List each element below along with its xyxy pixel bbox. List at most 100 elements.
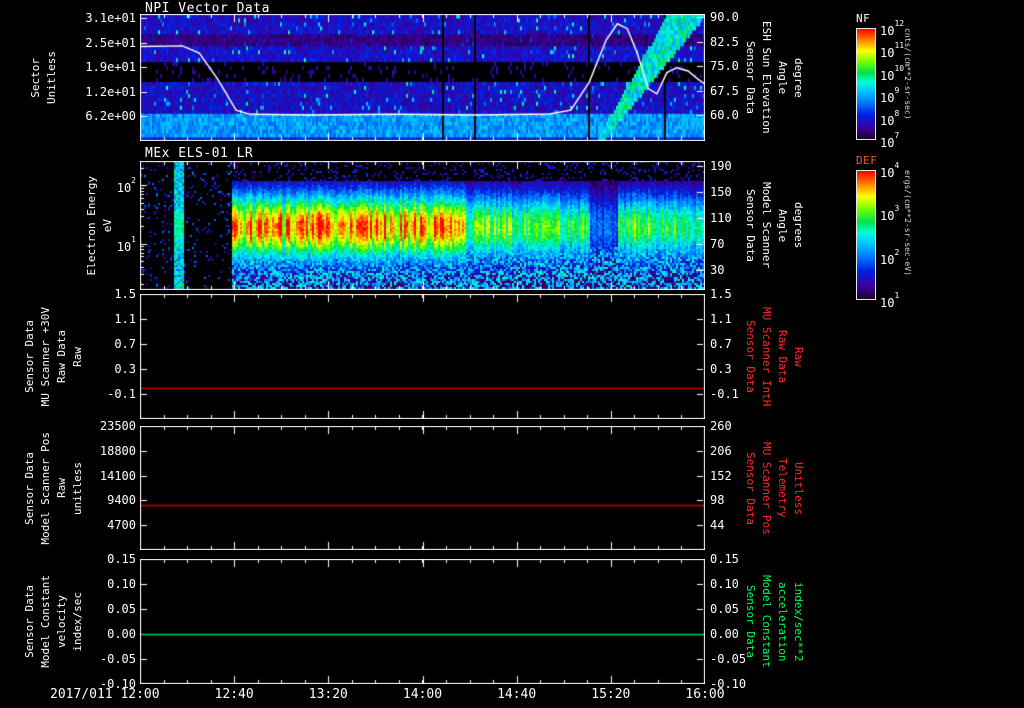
els-spectrogram-canvas[interactable]: [140, 161, 705, 290]
right-label-line: Sensor Data: [744, 451, 757, 525]
tick-label: 9400: [107, 493, 136, 508]
right-label-model-scanner-angle: Sensor Data Model Scanner Angle degrees: [742, 161, 806, 290]
x-axis-start-label: 2017/011 12:00: [50, 687, 160, 702]
tick-label: 0.3: [710, 362, 732, 376]
x-tick-label: 13:20: [308, 687, 348, 702]
right-label-line: Sensor Data: [744, 585, 757, 658]
right-label-line: MU Scanner IntH: [760, 306, 773, 407]
tick-label: 109: [880, 86, 900, 106]
right-label-line: Sensor Data: [744, 320, 757, 393]
colorbar-def-units: ergs/(cm**2-sr-sec-eV): [903, 170, 912, 276]
panel-title-els: MEx ELS-01 LR: [145, 146, 254, 161]
colorbar-nf-units: cnts/(cm**2-sr-sec): [903, 28, 912, 120]
right-label-line: degrees: [792, 202, 805, 249]
right-label-line: Sensor Data: [744, 41, 757, 114]
ylabel-line: Sector: [29, 57, 42, 98]
tick-label: 1.1: [114, 312, 136, 326]
tick-label: 0.10: [107, 577, 136, 591]
tick-label: 1.1: [710, 312, 732, 326]
tick-label: -0.10: [710, 677, 747, 691]
colorbar-def-title: DEF: [856, 154, 878, 167]
tick-label: 44: [710, 518, 725, 533]
tick-label: 101: [880, 291, 900, 310]
tick-label: 60.0: [710, 107, 739, 122]
right-label-line: Model Constant: [760, 575, 773, 668]
right-label-line: Raw Data: [776, 330, 789, 383]
tick-label: 104: [880, 161, 900, 180]
npi-spectrogram-canvas[interactable]: [140, 14, 705, 141]
tick-label: 0.00: [710, 627, 739, 641]
right-label-line: Model Scanner: [760, 182, 773, 269]
tick-label: 102: [116, 176, 136, 196]
tick-label: 107: [880, 131, 900, 150]
colorbar-nf-title: NF: [856, 12, 871, 25]
ylabel-sector: Sector Unitless: [28, 14, 60, 141]
colorbar-def-gradient: [856, 170, 876, 300]
x-tick-label: 14:40: [497, 687, 537, 702]
tick-label: 0.00: [107, 627, 136, 641]
tick-label: 101: [116, 234, 136, 254]
tick-label: 0.7: [710, 337, 732, 351]
tick-label: 1.9e+01: [85, 60, 136, 75]
tick-label: 260: [710, 419, 732, 433]
ylabel-line: Raw Data: [55, 330, 68, 383]
tick-label: 90.0: [710, 10, 739, 25]
tick-label: 18800: [99, 443, 136, 458]
tick-label: 1.2e+01: [85, 84, 136, 99]
tick-label: 108: [880, 108, 900, 128]
ylabel-line: velocity: [55, 595, 68, 648]
x-tick-label: 15:20: [591, 687, 631, 702]
tick-label: 1010: [880, 63, 905, 83]
tick-label: 150: [710, 185, 732, 200]
tick-label: 152: [710, 468, 732, 483]
tick-label: 102: [880, 247, 900, 267]
right-label-mu-scanner-pos: Sensor Data MU Scanner Pos Telemetry Uni…: [742, 426, 806, 550]
ylabel-line: Sensor Data: [23, 451, 36, 525]
tick-label: -0.05: [710, 652, 747, 666]
tick-label: 30: [710, 262, 725, 277]
tick-label: 0.10: [710, 577, 739, 591]
ylabel-line: index/sec: [71, 591, 84, 652]
x-tick-label: 14:00: [402, 687, 443, 702]
tick-label: 67.5: [710, 83, 739, 98]
ylabel-line: Model Scanner Pos: [39, 431, 52, 545]
right-label-line: Raw: [792, 346, 805, 367]
x-tick-label: 12:40: [214, 687, 254, 702]
tick-label: 0.15: [107, 552, 136, 566]
tick-label: -0.1: [710, 387, 739, 401]
tick-label: 98: [710, 493, 725, 508]
tick-label: 103: [880, 204, 900, 224]
model-scanner-pos-canvas[interactable]: [140, 426, 705, 550]
ylabel-line: Sensor Data: [23, 320, 36, 393]
ylabel-line: MU Scanner +30V: [39, 306, 52, 407]
right-label-line: acceleration: [776, 581, 789, 662]
tick-label: 0.05: [710, 602, 739, 616]
tick-label: 4700: [107, 518, 136, 533]
right-label-line: Angle: [776, 60, 789, 95]
ylabel-model-scanner-pos: Sensor Data Model Scanner Pos Raw unitle…: [22, 426, 86, 550]
right-label-line: Unitless: [792, 461, 805, 515]
tick-label: 14100: [99, 468, 136, 483]
right-label-model-constant-accel: Sensor Data Model Constant acceleration …: [742, 559, 806, 684]
right-label-mu-scanner-inth: Sensor Data MU Scanner IntH Raw Data Raw: [742, 294, 806, 419]
tick-label: 3.1e+01: [85, 10, 136, 25]
right-label-line: Sensor Data: [744, 189, 757, 262]
ylabel-model-constant-velocity: Sensor Data Model Constant velocity inde…: [22, 559, 86, 684]
tick-label: 1.5: [114, 287, 136, 301]
model-constant-velocity-canvas[interactable]: [140, 559, 705, 684]
tick-label: 75.0: [710, 59, 739, 74]
right-label-sun-elevation: Sensor Data ESH Sun Elevation Angle degr…: [742, 14, 806, 141]
ylabel-mu-scanner-raw: Sensor Data MU Scanner +30V Raw Data Raw: [22, 294, 86, 419]
tick-label: -0.05: [99, 652, 136, 666]
colorbar-nf-gradient: [856, 28, 876, 140]
tick-label: -0.10: [99, 677, 136, 691]
ylabel-line: Unitless: [45, 51, 58, 104]
tick-label: 110: [710, 211, 732, 226]
tick-label: 190: [710, 159, 732, 174]
x-tick-label: 16:00: [685, 687, 725, 702]
mu-scanner-raw-canvas[interactable]: [140, 294, 705, 419]
ylabel-line: Sensor Data: [23, 585, 36, 658]
right-label-line: index/sec**2: [792, 581, 805, 662]
tick-label: 0.05: [107, 602, 136, 616]
